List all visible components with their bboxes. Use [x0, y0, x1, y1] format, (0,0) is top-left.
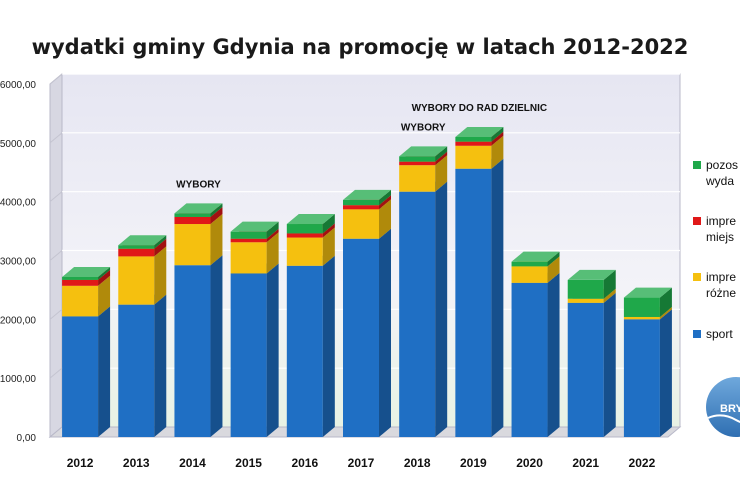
legend-label: wyda: [705, 174, 734, 188]
x-tick-label: 2018: [404, 456, 431, 470]
bar-segment: [511, 251, 560, 267]
bar-segment: [286, 255, 335, 437]
y-tick-label: 2000,00: [0, 315, 36, 326]
x-tick-label: 2015: [235, 456, 262, 470]
bar-segment: [62, 306, 111, 437]
gridline-side: [49, 191, 63, 203]
y-tick-label: 6000,00: [0, 80, 36, 91]
x-tick-label: 2016: [291, 456, 318, 470]
x-tick-label: 2021: [572, 456, 599, 470]
legend-swatch: [693, 161, 701, 169]
bar-segment: [343, 228, 391, 437]
bar-segment: [118, 294, 167, 437]
legend-item: pozos wyda: [693, 158, 738, 188]
logo-wave-icon: [707, 414, 740, 423]
x-tick-label: 2019: [460, 456, 487, 470]
bar-segment: [623, 309, 672, 437]
x-tick-label: 2014: [179, 456, 206, 470]
bar-segment: [174, 255, 223, 437]
y-tick-label: 0,00: [17, 433, 37, 444]
chart-title: wydatki gminy Gdynia na promocję w latac…: [32, 35, 689, 59]
legend-label: sport: [706, 327, 733, 341]
gridline-side: [49, 308, 63, 320]
annotations: WYBORY WYBORY WYBORY DO RAD DZIELNIC: [176, 103, 547, 190]
x-tick-label: 2012: [67, 456, 94, 470]
y-tick-label: 4000,00: [0, 198, 36, 209]
annotation: WYBORY: [401, 122, 446, 133]
bar-segment: [118, 235, 167, 249]
brand-logo: BRY: [706, 377, 740, 437]
bars: [62, 126, 672, 437]
x-tick-label: 2020: [516, 456, 543, 470]
bar-segment: [174, 203, 223, 217]
bar-segment: [62, 266, 111, 280]
legend-box: [684, 150, 740, 360]
y-tick-label: 5000,00: [0, 139, 36, 150]
gridline-side: [49, 132, 63, 144]
legend-label: różne: [706, 286, 736, 300]
bar-segment: [567, 292, 616, 437]
legend-label: impre: [706, 214, 736, 228]
legend-swatch: [693, 330, 701, 338]
legend-label: miejs: [706, 230, 734, 244]
legend-swatch: [693, 273, 701, 281]
bar-segment: [455, 158, 504, 437]
logo-circle: [706, 377, 740, 437]
annotation: WYBORY: [176, 179, 221, 190]
bar-segment: [567, 269, 616, 299]
bar-segment: [230, 221, 279, 239]
x-tick-label: 2017: [348, 456, 375, 470]
y-tick-label: 3000,00: [0, 257, 36, 268]
legend-item: impre miejs: [693, 214, 736, 244]
bar-segment: [399, 146, 448, 162]
legend-swatch: [693, 217, 701, 225]
gridline-side: [49, 250, 63, 261]
bar-segment: [623, 287, 672, 317]
legend-item: impre różne: [693, 270, 736, 300]
bar-segment: [286, 214, 335, 234]
bar-segment: [455, 126, 504, 142]
x-tick-label: 2013: [123, 456, 150, 470]
logo-text: BRY: [720, 403, 740, 415]
bar-segment: [511, 272, 560, 437]
bar-segment: [230, 263, 279, 437]
y-tick-label: 1000,00: [0, 374, 36, 385]
legend: pozos wyda impre miejs impre różne sport: [684, 150, 740, 360]
gridline-side: [49, 73, 63, 85]
bar-segment: [399, 181, 448, 437]
annotation: WYBORY DO RAD DZIELNIC: [412, 103, 548, 114]
legend-label: pozos: [706, 158, 738, 172]
x-tick-label: 2022: [629, 456, 656, 470]
plot-area: 0,00 1000,00 2000,00 3000,00 4000,00 5000,00 6…: [0, 72, 682, 470]
bar-segment: [343, 189, 391, 206]
y-axis-ticks: 0,00 1000,00 2000,00 3000,00 4000,00 5000,00 6…: [0, 80, 36, 444]
gridline-side: [49, 367, 63, 379]
legend-label: impre: [706, 270, 736, 284]
legend-item: sport: [693, 327, 733, 341]
x-axis-ticks: 2012 2013 2014 2015 2016 2017 2018 2019 2020 2021…: [67, 456, 656, 470]
